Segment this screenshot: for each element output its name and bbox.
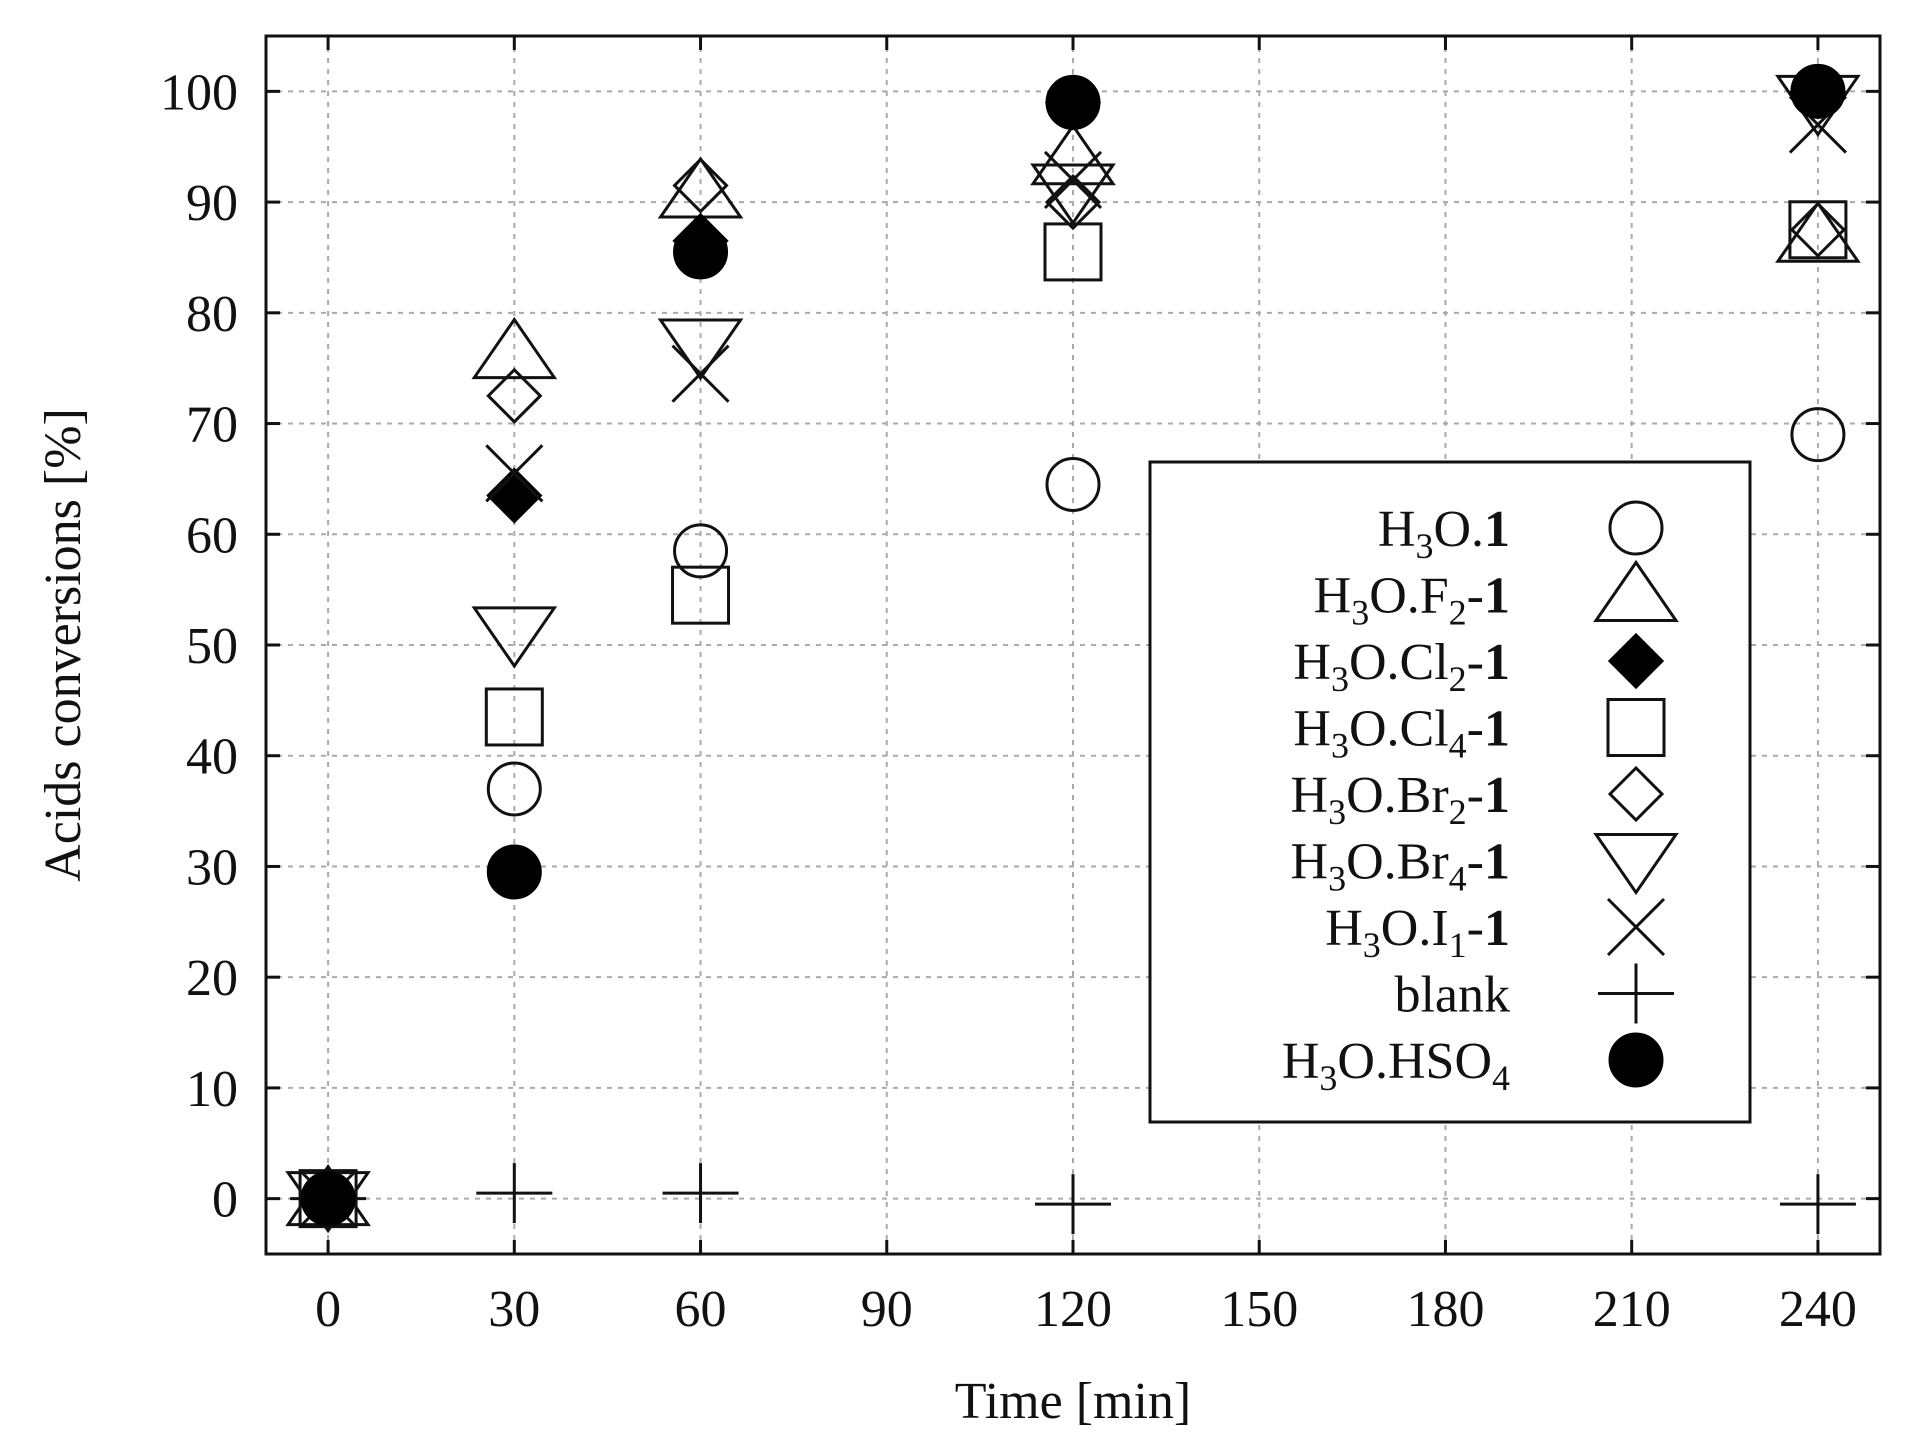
- point-s8-0: [300, 1171, 356, 1227]
- legend-marker-0: [1608, 500, 1664, 556]
- legend-box: [1148, 460, 1752, 1124]
- point-s8-60: [673, 224, 729, 280]
- y-axis-label: Acids conversions [%]: [35, 408, 92, 882]
- series-8: [300, 63, 1846, 1227]
- legend-label-8: H3O.HSO4: [1282, 1033, 1510, 1098]
- y-axis-ticks: 0 10 20 30 40 50 60 70 80 90 100: [160, 64, 1880, 1229]
- point-s6-60: [671, 344, 730, 403]
- legend-marker-7: [1598, 963, 1674, 1024]
- y-tick-label-90: 90: [186, 175, 238, 232]
- x-tick-label-240: 240: [1779, 1281, 1857, 1338]
- point-s2-30: [486, 467, 543, 524]
- legend-label-3: H3O.Cl4-1: [1293, 701, 1510, 766]
- y-tick-label-10: 10: [186, 1061, 238, 1118]
- x-tick-label-120: 120: [1034, 1281, 1112, 1338]
- y-tick-label-20: 20: [186, 950, 238, 1007]
- legend: H3O.1H3O.F2-1H3O.Cl2-1H3O.Cl4-1H3O.Br2-1…: [1148, 460, 1752, 1124]
- legend-marker-8: [1608, 1032, 1664, 1088]
- legend-label-0: H3O.1: [1378, 501, 1510, 566]
- legend-marker-2: [1607, 632, 1665, 690]
- legend-marker-1: [1593, 559, 1679, 622]
- point-s0-30: [486, 761, 542, 817]
- point-s8-30: [486, 844, 542, 900]
- point-s6-30: [485, 444, 544, 503]
- point-s3-60: [671, 565, 731, 625]
- point-s7-120: [1035, 1174, 1111, 1235]
- point-s8-240: [1790, 63, 1846, 119]
- legend-label-7: blank: [1394, 967, 1510, 1024]
- point-s5-30: [471, 606, 558, 669]
- legend-label-6: H3O.I1-1: [1325, 900, 1510, 965]
- point-s4-120: [1044, 173, 1102, 231]
- point-s7-60: [662, 1163, 739, 1224]
- y-tick-label-0: 0: [212, 1172, 238, 1229]
- legend-label-2: H3O.Cl2-1: [1293, 634, 1510, 699]
- legend-marker-5: [1593, 833, 1679, 896]
- legend-label-5: H3O.Br4-1: [1291, 834, 1510, 899]
- x-tick-label-30: 30: [488, 1281, 540, 1338]
- x-tick-label-180: 180: [1406, 1281, 1484, 1338]
- point-s8-120: [1045, 74, 1101, 130]
- point-s4-240: [1789, 201, 1847, 258]
- y-tick-label-50: 50: [186, 618, 238, 675]
- y-tick-label-100: 100: [160, 64, 238, 121]
- y-tick-label-60: 60: [186, 507, 238, 564]
- x-tick-label-0: 0: [315, 1281, 341, 1338]
- legend-marker-4: [1607, 765, 1665, 823]
- point-s5-120: [1030, 163, 1116, 226]
- y-tick-label-30: 30: [186, 839, 238, 896]
- point-s0-240: [1790, 407, 1846, 463]
- plot-frame: [264, 34, 1882, 1256]
- point-s4-60: [672, 157, 729, 214]
- point-s0-120: [1045, 456, 1101, 512]
- point-s6-120: [1043, 150, 1103, 210]
- x-tick-label-60: 60: [675, 1281, 727, 1338]
- point-s7-30: [476, 1163, 553, 1224]
- legend-label-4: H3O.Br2-1: [1291, 767, 1510, 832]
- point-s1-60: [657, 156, 744, 219]
- x-axis-label: Time [min]: [955, 1373, 1191, 1430]
- data-points: [285, 63, 1861, 1235]
- point-s1-240: [1775, 200, 1861, 263]
- x-tick-label-210: 210: [1593, 1281, 1671, 1338]
- point-s1-30: [471, 316, 558, 380]
- point-s5-60: [657, 318, 744, 381]
- y-tick-label-70: 70: [186, 397, 238, 454]
- point-s1-120: [1030, 123, 1116, 186]
- point-s7-240: [1779, 1174, 1856, 1235]
- point-s3-30: [484, 687, 544, 747]
- x-tick-label-150: 150: [1220, 1281, 1298, 1338]
- x-axis-ticks: 0 30 60 90 120 150 180 210 240: [315, 36, 1857, 1338]
- point-s4-30: [486, 367, 543, 424]
- legend-marker-6: [1606, 897, 1666, 957]
- y-tick-label-80: 80: [186, 286, 238, 343]
- point-s0-60: [673, 523, 729, 579]
- legend-marker-3: [1606, 698, 1666, 757]
- y-tick-label-40: 40: [186, 729, 238, 786]
- x-tick-label-90: 90: [861, 1281, 913, 1338]
- legend-label-1: H3O.F2-1: [1314, 568, 1510, 633]
